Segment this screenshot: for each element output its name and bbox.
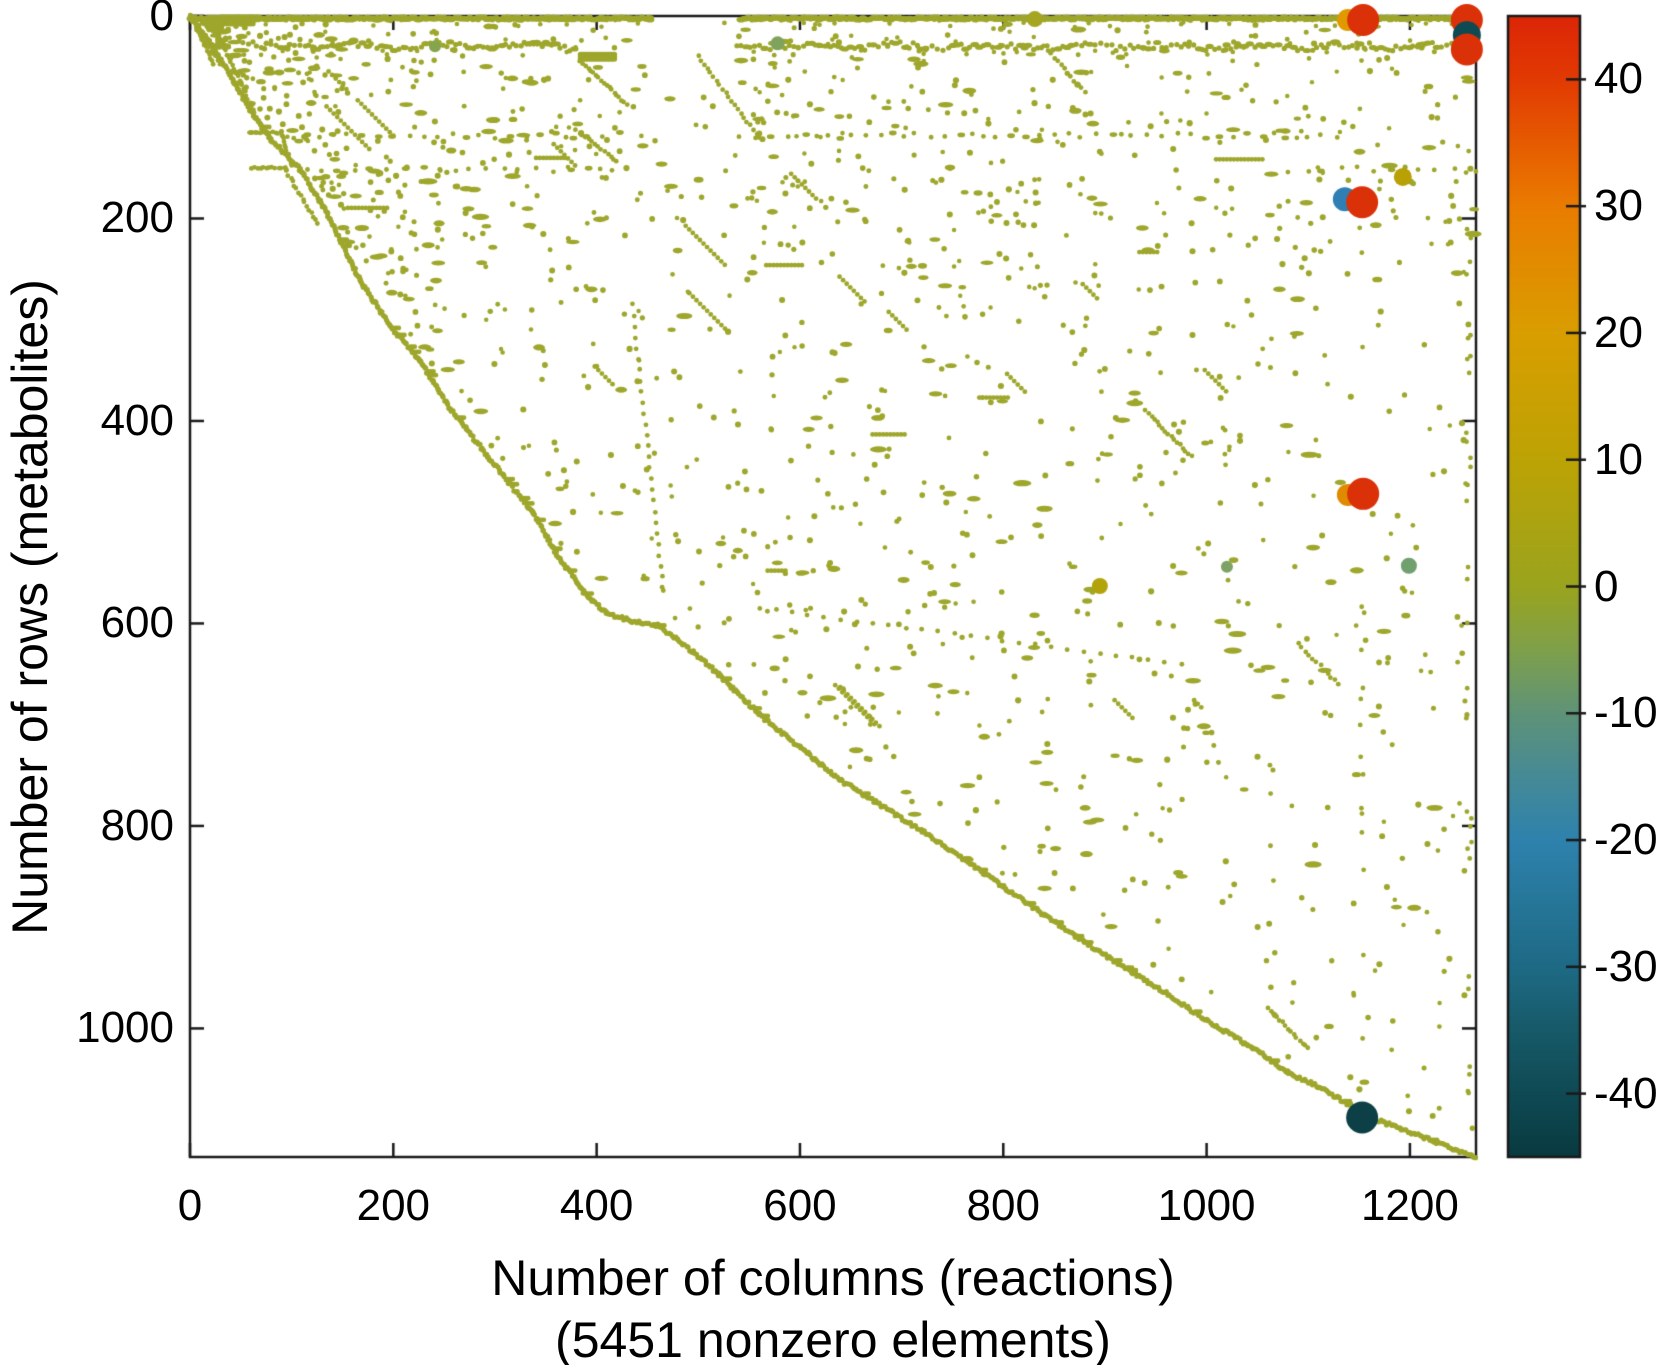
colorbar-tick-label-20: 20 — [1594, 307, 1643, 357]
x-tick-label-0: 0 — [177, 1181, 203, 1230]
colorbar-tick-label-30: 30 — [1594, 181, 1643, 231]
colorbar-tick-label-40: 40 — [1594, 54, 1643, 104]
colorbar-tick-label--40: -40 — [1594, 1068, 1656, 1118]
y-tick-label-1000: 1000 — [76, 1003, 174, 1053]
y-tick-label-0: 0 — [149, 0, 174, 40]
y-axis-label: Number of rows (metabolites) — [2, 279, 58, 935]
colorbar-tick-label--30: -30 — [1594, 941, 1656, 991]
x-tick-label-800: 800 — [966, 1181, 1040, 1230]
colorbar-tick-label-0: 0 — [1594, 561, 1619, 611]
x-tick-label-600: 600 — [763, 1181, 837, 1230]
y-tick-label-400: 400 — [100, 395, 174, 445]
x-tick-label-1000: 1000 — [1157, 1181, 1256, 1230]
x-tick-label-200: 200 — [356, 1181, 431, 1230]
x-tick-label-1200: 1200 — [1360, 1181, 1459, 1230]
x-axis-nonzero-count-label: (5451 nonzero elements) — [555, 1312, 1111, 1365]
y-tick-label-800: 800 — [100, 800, 174, 850]
colorbar-tick-label-10: 10 — [1594, 434, 1643, 484]
y-tick-label-200: 200 — [100, 193, 174, 243]
x-tick-label-400: 400 — [559, 1181, 634, 1230]
x-axis-label: Number of columns (reactions) — [491, 1250, 1175, 1306]
colorbar-tick-label--10: -10 — [1594, 688, 1656, 738]
y-tick-label-600: 600 — [100, 598, 174, 648]
colorbar-tick-label--20: -20 — [1594, 815, 1656, 865]
